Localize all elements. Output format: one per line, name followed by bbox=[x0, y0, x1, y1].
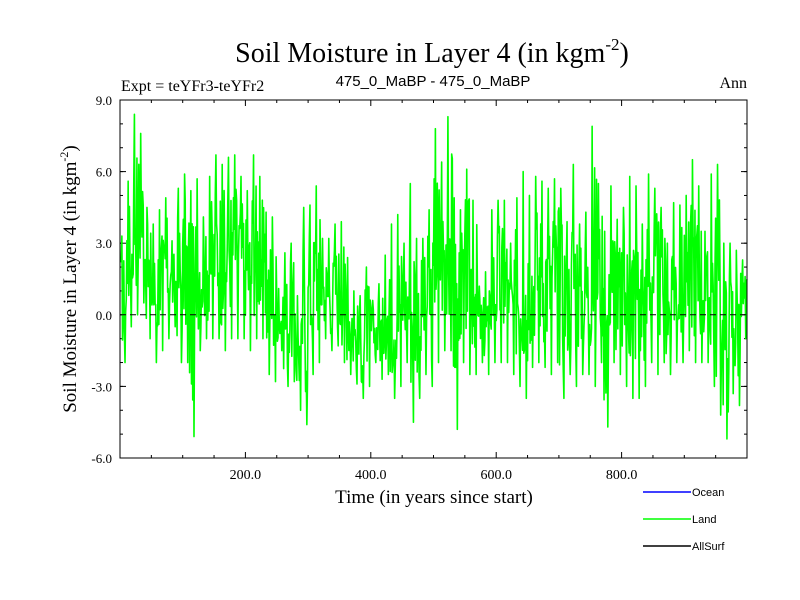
y-tick-label: 9.0 bbox=[96, 93, 112, 108]
y-tick-labels: -6.0 -3.0 0.0 3.0 6.0 9.0 bbox=[91, 93, 112, 466]
chart-title: Soil Moisture in Layer 4 (in kgm-2) bbox=[235, 35, 629, 69]
y-tick-label: -6.0 bbox=[91, 451, 112, 466]
x-tick-label: 800.0 bbox=[606, 468, 638, 483]
legend-label-land: Land bbox=[692, 514, 716, 526]
y-tick-label: 3.0 bbox=[96, 236, 112, 251]
series-land bbox=[119, 113, 748, 440]
y-tick-label: -3.0 bbox=[91, 379, 112, 394]
legend: Ocean Land AllSurf bbox=[643, 487, 725, 553]
legend-label-ocean: Ocean bbox=[692, 487, 724, 499]
period-label: 475_0_MaBP - 475_0_MaBP bbox=[336, 73, 531, 90]
y-tick-label: 6.0 bbox=[96, 165, 112, 180]
x-tick-label: 600.0 bbox=[480, 468, 512, 483]
experiment-label: Expt = teYFr3-teYFr2 bbox=[121, 78, 264, 95]
series-line-land bbox=[119, 113, 748, 440]
season-label: Ann bbox=[719, 75, 747, 92]
x-tick-label: 200.0 bbox=[230, 468, 262, 483]
x-tick-labels: 200.0 400.0 600.0 800.0 bbox=[230, 468, 638, 483]
x-tick-label: 400.0 bbox=[355, 468, 387, 483]
legend-label-allsurf: AllSurf bbox=[692, 541, 725, 553]
x-axis-label: Time (in years since start) bbox=[335, 487, 533, 508]
plot-frame bbox=[119, 99, 748, 459]
y-axis-label: Soil Moisture in Layer 4 (in kgm-2) bbox=[57, 145, 81, 413]
y-tick-label: 0.0 bbox=[96, 308, 112, 323]
